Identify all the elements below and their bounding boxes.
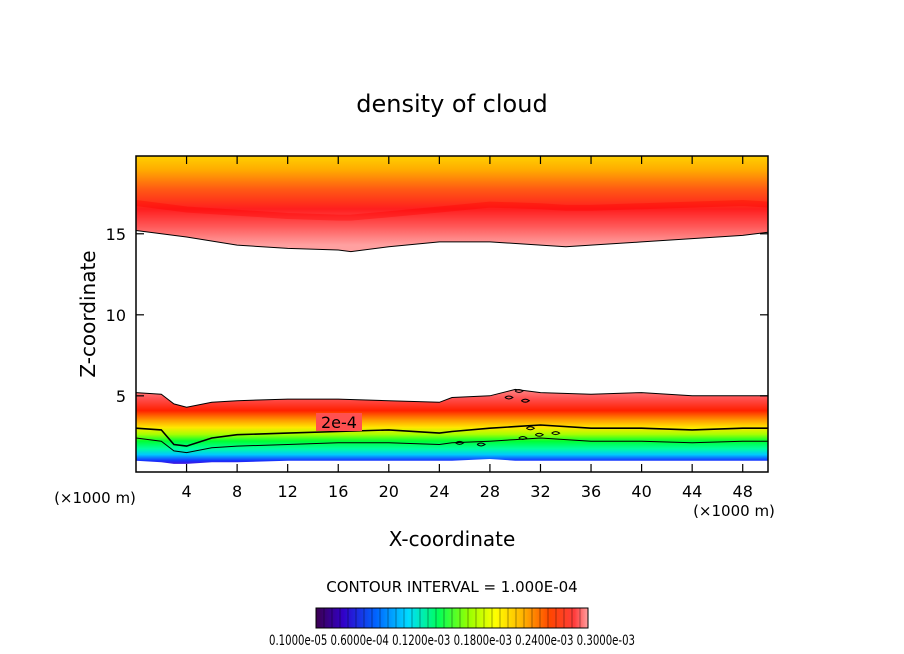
contour-speckle [526,426,536,431]
x-tick-label: 40 [631,482,651,501]
x-tick-label: 24 [429,482,449,501]
x-tick-label: 8 [232,482,242,501]
contour-speckle [504,395,514,400]
y-tick-label: 10 [106,306,126,325]
y-tick-label: 15 [106,225,126,244]
x-tick-label: 36 [581,482,601,501]
upper-cloud-maximum [136,199,768,221]
y-tick-label: 5 [116,387,126,406]
contour-speckle [455,440,465,445]
contour-interval-note: CONTOUR INTERVAL = 1.000E-04 [326,578,577,596]
contour-speckles [455,388,561,447]
x-tick-label: 12 [278,482,298,501]
lower-cloud-inner-contour [136,437,768,454]
contour-speckle [521,398,531,403]
x-tick-label: 16 [328,482,348,501]
x-axis-label: X-coordinate [389,527,516,551]
x-tick-label: 20 [379,482,399,501]
y-axis-label: Z-coordinate [76,250,100,377]
x-tick-label: 28 [480,482,500,501]
chart-title: density of cloud [356,90,547,118]
contour-2e-4 [136,424,768,447]
x-tick-label: 48 [733,482,753,501]
x-tick-label: 44 [682,482,702,501]
upper-cloud-layer [136,156,768,252]
contour-speckle [534,432,545,437]
contour-speckle [551,431,561,436]
plot-frame [135,155,769,473]
upper-cloud-base-contour [136,230,768,253]
contour-speckle [514,388,524,393]
svg-text:2e-4: 2e-4 [321,413,357,432]
x-tick-label: 32 [530,482,550,501]
x-tick-label: 4 [181,482,191,501]
contour-speckle [518,435,528,440]
lower-cloud-layer [136,389,768,464]
x-unit-right: (×1000 m) [693,502,775,520]
colorbar-labels: 0.1000e-05 0.6000e-04 0.1200e-03 0.1800e… [269,633,635,649]
colorbar [315,607,589,629]
plot-area: 2e-4 [136,156,768,464]
colorbar-divisions [323,608,581,628]
y-axis-ticks: 5 10 15 [106,225,768,406]
contour-label-2e-4: 2e-4 [316,413,362,432]
x-axis-ticks: 4 8 12 16 20 24 28 32 36 40 44 48 [181,156,753,501]
contour-speckle [476,442,486,447]
x-unit-left: (×1000 m) [54,489,136,507]
lower-cloud-top-contour [136,388,768,408]
